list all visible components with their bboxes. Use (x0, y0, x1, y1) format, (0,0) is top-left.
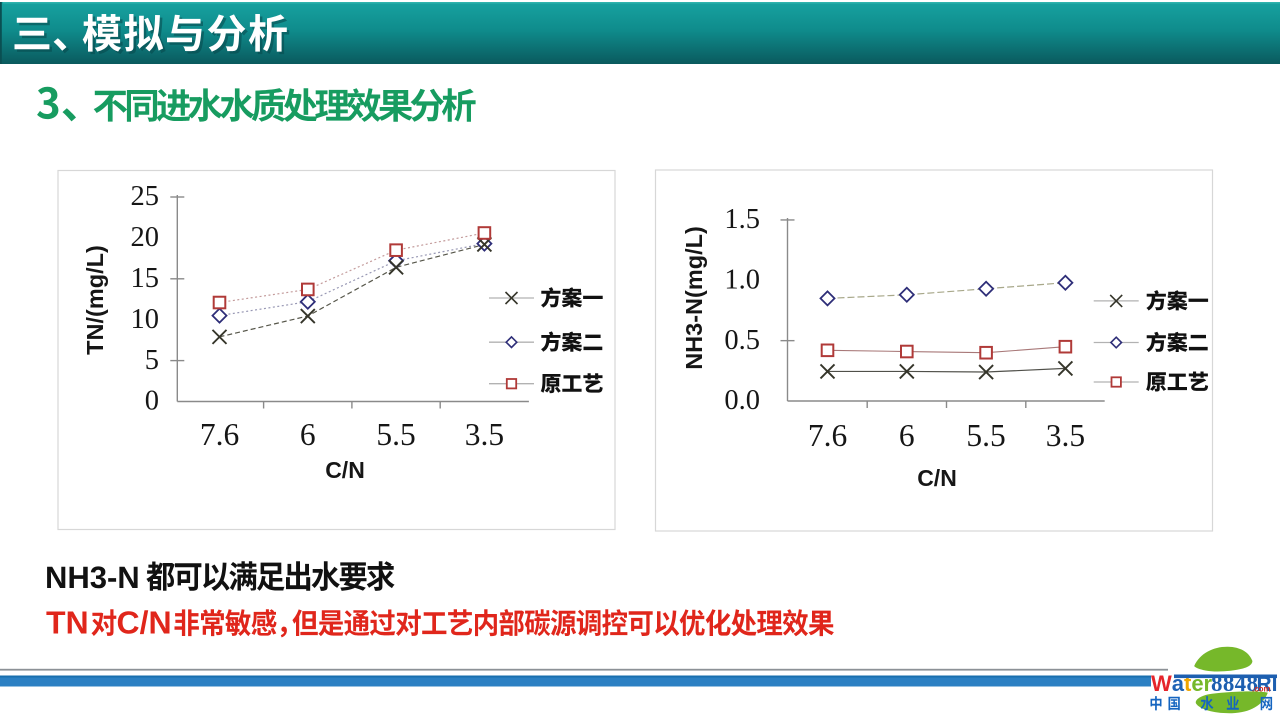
svg-text:1.0: 1.0 (724, 265, 760, 296)
svg-text:TN/(mg/L): TN/(mg/L) (82, 245, 108, 355)
svg-text:8848: 8848 (1211, 671, 1258, 696)
svg-text:NH3-N(mg/L): NH3-N(mg/L) (681, 226, 707, 370)
svg-text:6: 6 (300, 417, 316, 452)
svg-text:7.6: 7.6 (808, 418, 847, 453)
svg-text:.com: .com (1252, 685, 1271, 694)
svg-text:r: r (1204, 671, 1213, 696)
svg-text:C/N: C/N (325, 457, 365, 483)
svg-text:0.5: 0.5 (724, 325, 760, 356)
svg-text:10: 10 (131, 304, 160, 335)
svg-text:0.0: 0.0 (724, 385, 760, 416)
svg-text:15: 15 (131, 263, 160, 294)
svg-text:3.5: 3.5 (465, 417, 504, 452)
svg-text:C/N: C/N (917, 465, 957, 491)
svg-text:0: 0 (145, 386, 159, 417)
svg-text:25: 25 (131, 181, 160, 212)
svg-text:5.5: 5.5 (966, 418, 1005, 453)
svg-text:5: 5 (145, 345, 159, 376)
svg-text:5.5: 5.5 (376, 417, 415, 452)
svg-text:RI: RI (1257, 673, 1278, 696)
svg-text:W: W (1151, 671, 1172, 696)
svg-text:7.6: 7.6 (200, 417, 239, 452)
svg-text:20: 20 (131, 222, 160, 253)
svg-text:1.5: 1.5 (724, 204, 760, 235)
svg-text:3.5: 3.5 (1046, 418, 1085, 453)
svg-text:t: t (1184, 671, 1192, 696)
svg-text:6: 6 (899, 418, 915, 453)
